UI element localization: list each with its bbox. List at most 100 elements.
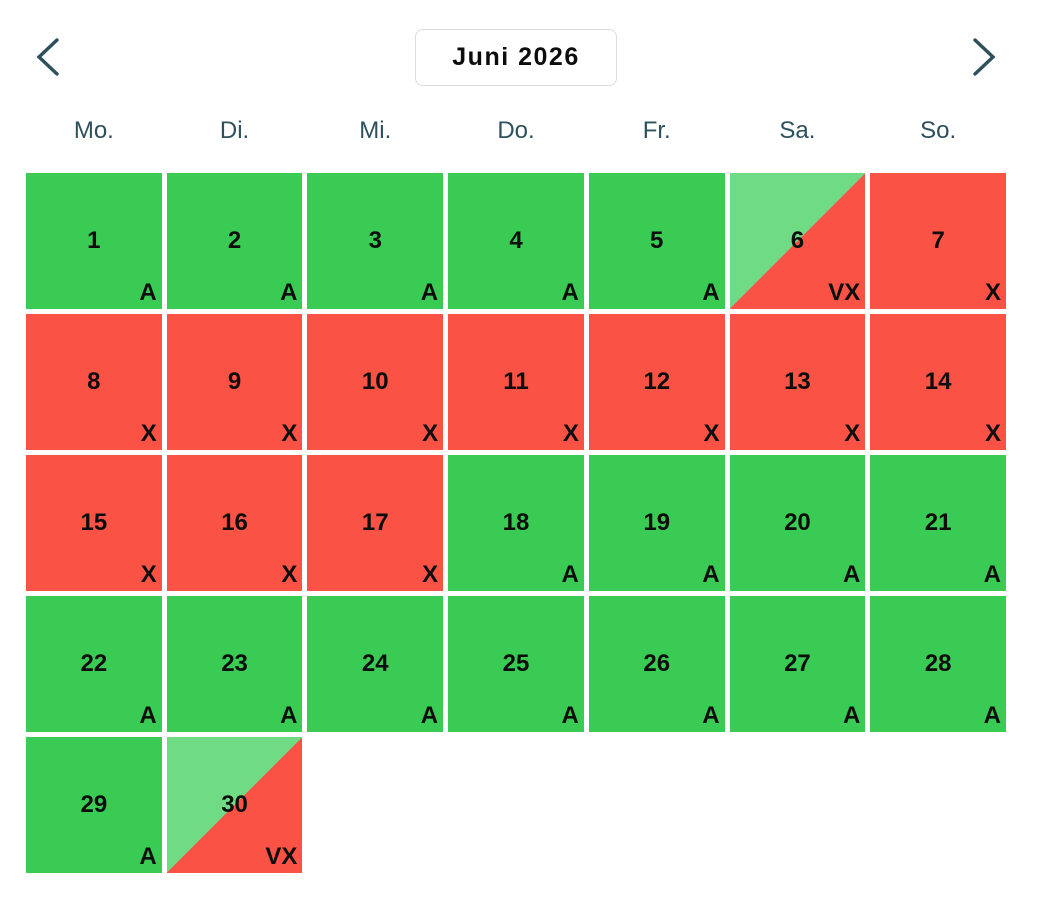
availability-code: A xyxy=(139,702,157,729)
day-cell-16[interactable]: 16 X xyxy=(166,455,303,591)
day-cell-19[interactable]: 19 A xyxy=(588,455,725,591)
availability-code: A xyxy=(702,702,720,729)
day-number: 26 xyxy=(643,650,671,677)
weekday-header-row: Mo. Di. Mi. Do. Fr. Sa. So. xyxy=(26,117,1006,145)
availability-code: X xyxy=(562,420,579,447)
day-cell-18[interactable]: 18 A xyxy=(448,455,584,591)
availability-code: X xyxy=(140,561,157,588)
day-number: 20 xyxy=(784,509,811,536)
day-cell-13[interactable]: 13 X xyxy=(729,314,866,450)
day-number: 30 xyxy=(221,791,248,818)
day-cell-14[interactable]: 14 X xyxy=(870,314,1006,450)
day-cell-4[interactable]: 4 A xyxy=(448,173,584,309)
availability-code: A xyxy=(702,279,720,306)
availability-code: A xyxy=(561,279,579,306)
day-number: 10 xyxy=(361,368,389,395)
day-cell-20[interactable]: 20 A xyxy=(729,455,866,591)
day-number: 6 xyxy=(790,227,805,254)
weekday-label-di: Di. xyxy=(219,117,250,144)
day-cell-1[interactable]: 1 A xyxy=(26,173,162,309)
day-cell-30[interactable]: 30 VX xyxy=(166,737,303,873)
availability-code: A xyxy=(420,702,439,729)
weekday-label-mo: Mo. xyxy=(73,117,114,144)
day-number: 11 xyxy=(503,368,529,395)
day-number: 19 xyxy=(643,509,671,536)
day-number: 3 xyxy=(368,227,382,254)
chevron-left-icon xyxy=(36,38,59,76)
day-number: 22 xyxy=(80,650,108,677)
day-number: 13 xyxy=(784,368,811,395)
availability-code: A xyxy=(280,702,298,729)
day-cell-15[interactable]: 15 X xyxy=(26,455,162,591)
availability-code: X xyxy=(422,420,439,447)
weekday-label-sa: Sa. xyxy=(779,117,816,144)
day-cell-11[interactable]: 11 X xyxy=(448,314,584,450)
availability-code: A xyxy=(983,702,1001,729)
availability-code: X xyxy=(984,420,1001,447)
availability-code: X xyxy=(281,420,298,447)
month-year-label: Juni 2026 xyxy=(415,28,617,86)
availability-code: X xyxy=(844,420,861,447)
day-cell-27[interactable]: 27 A xyxy=(729,596,866,732)
day-cell-2[interactable]: 2 A xyxy=(166,173,303,309)
day-cell-10[interactable]: 10 X xyxy=(307,314,444,450)
day-cell-25[interactable]: 25 A xyxy=(448,596,584,732)
day-number: 23 xyxy=(221,650,248,677)
day-cell-29[interactable]: 29 A xyxy=(26,737,162,873)
availability-code: A xyxy=(420,279,439,306)
availability-code: A xyxy=(280,279,298,306)
day-cell-24[interactable]: 24 A xyxy=(307,596,444,732)
availability-calendar: Juni 2026 Mo. Di. Mi. Do. Fr. Sa. So. 1 … xyxy=(26,0,1006,873)
weekday-label-fr: Fr. xyxy=(642,117,671,144)
day-number: 27 xyxy=(784,650,811,677)
weekday-label-so: So. xyxy=(920,117,957,144)
availability-code: A xyxy=(139,843,157,870)
day-number: 5 xyxy=(650,227,664,254)
availability-code: A xyxy=(842,561,861,588)
day-number: 4 xyxy=(509,227,523,254)
availability-code: VX xyxy=(828,279,861,306)
weekday-label-mi: Mi. xyxy=(359,117,392,144)
chevron-right-icon xyxy=(973,38,996,76)
day-number: 7 xyxy=(931,227,945,254)
day-cell-22[interactable]: 22 A xyxy=(26,596,162,732)
day-cell-8[interactable]: 8 X xyxy=(26,314,162,450)
day-cell-23[interactable]: 23 A xyxy=(166,596,303,732)
day-cell-3[interactable]: 3 A xyxy=(307,173,444,309)
day-number: 15 xyxy=(80,509,108,536)
day-number: 18 xyxy=(502,509,530,536)
day-number: 24 xyxy=(361,650,389,677)
prev-month-button[interactable] xyxy=(26,35,70,79)
day-cell-9[interactable]: 9 X xyxy=(166,314,303,450)
availability-code: X xyxy=(422,561,439,588)
availability-code: A xyxy=(983,561,1001,588)
day-cell-7[interactable]: 7 X xyxy=(870,173,1006,309)
availability-code: VX xyxy=(265,843,298,870)
day-cell-17[interactable]: 17 X xyxy=(307,455,444,591)
day-number: 25 xyxy=(502,650,530,677)
next-month-button[interactable] xyxy=(962,35,1006,79)
day-number: 17 xyxy=(361,509,389,536)
day-number: 12 xyxy=(643,368,671,395)
day-number: 2 xyxy=(227,227,242,254)
day-number: 8 xyxy=(87,368,101,395)
day-cell-5[interactable]: 5 A xyxy=(588,173,725,309)
availability-code: X xyxy=(281,561,298,588)
day-number: 28 xyxy=(924,650,952,677)
calendar-header: Juni 2026 xyxy=(26,28,1006,86)
availability-code: X xyxy=(984,279,1001,306)
availability-code: A xyxy=(702,561,720,588)
weekday-label-do: Do. xyxy=(497,117,535,144)
day-cell-26[interactable]: 26 A xyxy=(588,596,725,732)
day-number: 9 xyxy=(227,368,242,395)
calendar-grid: 1 A 2 A 3 A 4 A 5 A 6 VX 7 X 8 X 9 X 10 … xyxy=(26,173,1006,873)
availability-code: A xyxy=(561,702,579,729)
day-number: 1 xyxy=(87,227,101,254)
availability-code: X xyxy=(703,420,720,447)
day-cell-28[interactable]: 28 A xyxy=(870,596,1006,732)
day-cell-12[interactable]: 12 X xyxy=(588,314,725,450)
day-cell-6[interactable]: 6 VX xyxy=(729,173,866,309)
availability-code: X xyxy=(140,420,157,447)
availability-code: A xyxy=(139,279,157,306)
day-cell-21[interactable]: 21 A xyxy=(870,455,1006,591)
